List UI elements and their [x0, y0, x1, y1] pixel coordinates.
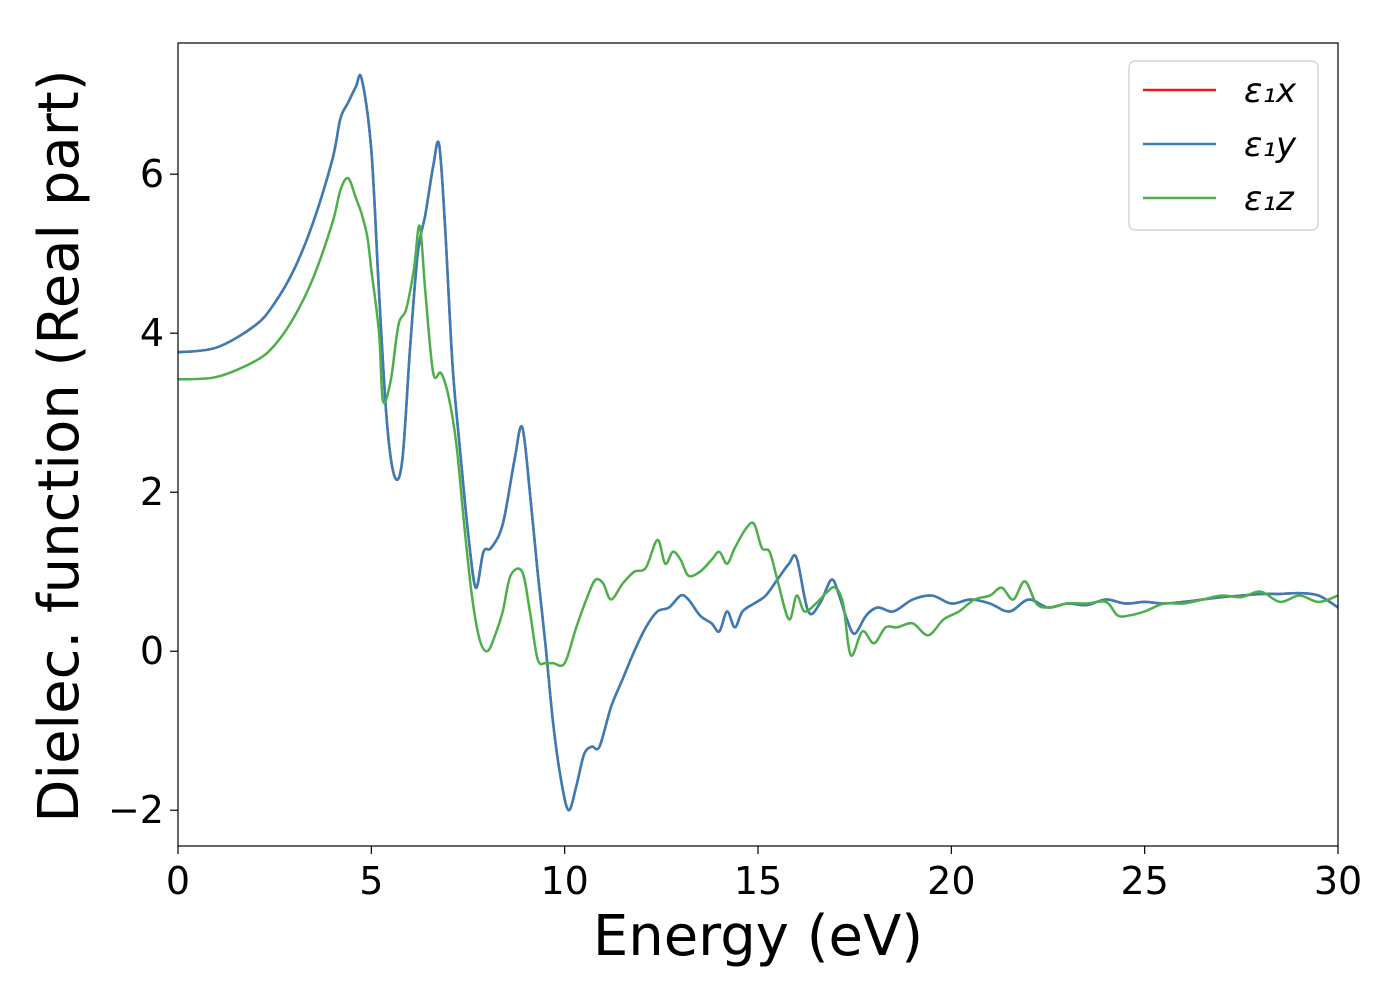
- x-tick-label: 5: [359, 859, 383, 903]
- x-tick-label: 15: [734, 859, 782, 903]
- y-tick-label: 4: [140, 311, 164, 355]
- legend-label-0: ε₁x: [1244, 71, 1297, 111]
- x-tick-label: 20: [927, 859, 975, 903]
- legend-label-2: ε₁z: [1244, 179, 1295, 219]
- plot-area: [177, 42, 1339, 847]
- x-tick-label: 25: [1120, 859, 1168, 903]
- y-tick-label: 2: [140, 470, 164, 514]
- series-layer: [178, 73, 1338, 812]
- y-tick-label: 0: [140, 629, 164, 673]
- y-tick-label: 6: [140, 152, 164, 196]
- legend-box: [1128, 60, 1319, 231]
- x-tick-label: 30: [1314, 859, 1362, 903]
- legend: ε₁x ε₁y ε₁z: [1128, 60, 1319, 231]
- x-tick-label: 10: [540, 859, 588, 903]
- x-axis-title: Energy (eV): [593, 904, 923, 969]
- y-axis-title: Dielec. function (Real part): [27, 69, 92, 822]
- legend-label-1: ε₁y: [1244, 125, 1297, 165]
- x-axis: 0 5 10 15 20 25 30: [166, 846, 1362, 903]
- y-tick-label: −2: [108, 788, 164, 832]
- x-tick-label: 0: [166, 859, 190, 903]
- series-line-2: [178, 176, 1338, 668]
- y-axis: −2 0 2 4 6: [108, 152, 178, 832]
